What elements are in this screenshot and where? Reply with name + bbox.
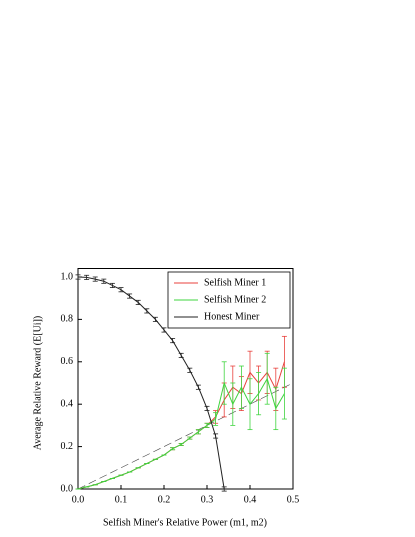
error-bar [135, 299, 141, 305]
error-bar [178, 352, 184, 358]
y-tick-label: 0.8 [61, 314, 74, 325]
x-tick-label: 0.5 [287, 494, 300, 505]
x-tick-label: 0.1 [115, 494, 128, 505]
y-tick-label: 0.2 [61, 441, 74, 452]
legend-label: Selfish Miner 2 [204, 294, 266, 305]
y-axis-label: Average Relative Reward (E[Ui]) [32, 316, 43, 450]
plot-frame [77, 268, 294, 490]
error-bar [264, 352, 270, 405]
series-line [77, 276, 225, 490]
error-bar [221, 361, 227, 405]
error-bar [273, 386, 279, 431]
error-bar [213, 433, 219, 439]
error-bar [221, 486, 227, 492]
error-bar [127, 293, 133, 299]
error-bar [187, 436, 193, 440]
error-bar [109, 282, 115, 288]
error-bar [75, 274, 81, 280]
error-bar [238, 365, 244, 409]
x-tick-label: 0.2 [158, 494, 171, 505]
error-bar [92, 276, 98, 282]
x-tick-label: 0.4 [244, 494, 257, 505]
error-bar [118, 287, 124, 293]
y-tick-label: 0.0 [61, 483, 74, 494]
error-bar [204, 422, 210, 428]
error-bar [152, 316, 158, 322]
error-bar [230, 382, 236, 426]
y-tick-label: 1.0 [61, 271, 74, 282]
error-bar [281, 367, 287, 420]
error-bar [170, 447, 176, 451]
x-tick-label: 0.0 [72, 494, 85, 505]
error-bar [170, 338, 176, 344]
error-bar [178, 443, 184, 446]
error-bar [247, 378, 253, 431]
x-axis-label: Selfish Miner's Relative Power (m1, m2) [103, 517, 267, 528]
error-bar [195, 429, 201, 435]
x-tick-label: 0.3 [201, 494, 214, 505]
error-bar [213, 412, 219, 426]
error-bar [101, 278, 107, 284]
reference-line [77, 382, 294, 490]
error-bar [84, 274, 90, 280]
y-tick-label: 0.6 [61, 356, 74, 367]
error-bar [161, 327, 167, 333]
legend-label: Selfish Miner 1 [204, 277, 266, 288]
error-bar [204, 405, 210, 411]
error-bar [256, 371, 262, 416]
legend-label: Honest Miner [204, 311, 260, 322]
error-bar [144, 308, 150, 314]
error-bar [195, 384, 201, 390]
series-line [77, 377, 285, 490]
error-bar [187, 367, 193, 373]
y-tick-label: 0.4 [61, 398, 74, 409]
series-line [77, 361, 285, 490]
